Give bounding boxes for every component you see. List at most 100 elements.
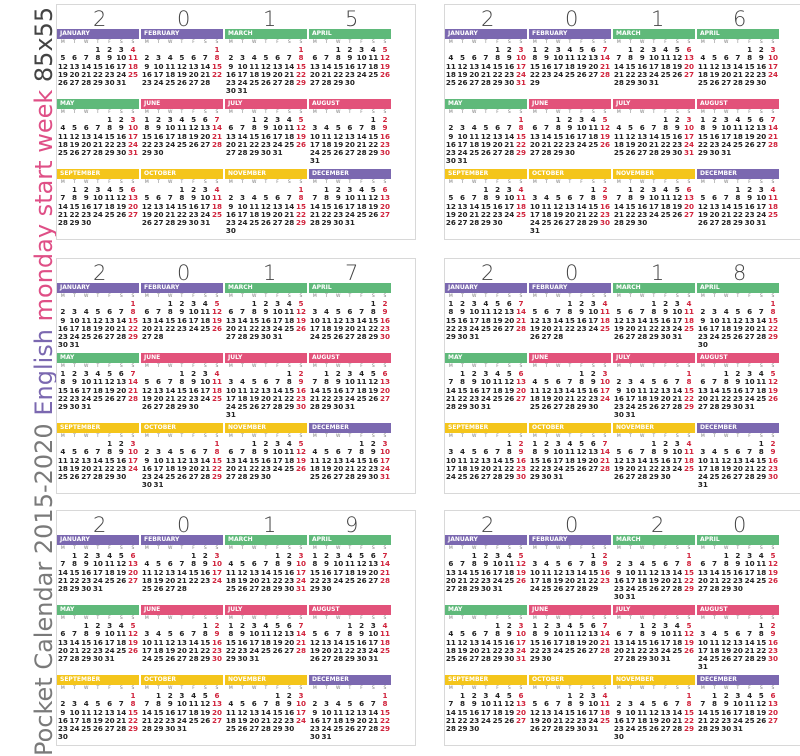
day-cell: 8	[298, 193, 304, 203]
day-cell: 3	[202, 185, 208, 194]
day-cell: 9	[370, 447, 376, 457]
day-cell: 5	[95, 699, 101, 709]
day-cell: 26	[553, 584, 564, 594]
day-cell: 21	[672, 715, 683, 725]
weekday-label: W	[167, 364, 173, 369]
weekday-label: T	[629, 546, 632, 551]
day-cell: 15	[504, 455, 515, 465]
day-cell: 16	[188, 385, 199, 395]
weekday-label: S	[675, 294, 679, 299]
day-cell: 4	[712, 629, 718, 639]
day-cell: 24	[683, 139, 694, 149]
day-cell: 11	[709, 455, 720, 465]
day-cell: 29	[127, 724, 138, 734]
weekday-label: S	[759, 434, 763, 439]
day-cell: 18	[637, 715, 648, 725]
day-cell: 15	[683, 385, 694, 395]
day-cell: 25	[165, 78, 176, 88]
day-cell: 16	[284, 567, 295, 577]
day-cell: 18	[732, 131, 743, 141]
day-cell: 6	[628, 447, 634, 457]
month-header: JUNE	[529, 99, 611, 109]
day-cell: 24	[767, 69, 778, 79]
day-cell: 26	[683, 645, 694, 655]
day-cell: 19	[529, 323, 540, 333]
day-cell: 19	[368, 201, 379, 211]
day-cell: 13	[284, 629, 295, 639]
day-cell: 3	[347, 185, 353, 194]
day-cell: 29	[683, 724, 694, 734]
day-cell: 1	[95, 45, 101, 54]
day-cell: 13	[721, 61, 732, 71]
day-cell: 9	[674, 123, 680, 133]
weekday-label: T	[568, 434, 572, 439]
day-cell: 14	[613, 201, 624, 211]
day-cell: 11	[321, 131, 332, 141]
day-cell: 25	[541, 218, 552, 228]
day-cell: 29	[683, 584, 694, 594]
day-cell: 4	[747, 691, 753, 700]
weekday-label: T	[96, 434, 100, 439]
day-cell: 2	[663, 439, 669, 448]
day-cell: 4	[214, 185, 220, 194]
day-cell: 19	[237, 715, 248, 725]
day-cell: 17	[553, 455, 564, 465]
weekday-label: F	[360, 294, 363, 299]
day-cell: 5	[167, 629, 173, 639]
month-september: SEPTEMBER M T W T F S S 1 2 3 4 5 6 7 8 9 10 11 12 13 14 15 16 1…	[57, 675, 139, 741]
day-cell: 24	[515, 69, 526, 79]
day-cell: 7	[460, 559, 466, 569]
weekday-label: F	[580, 686, 583, 691]
day-cell: 3	[144, 629, 150, 639]
day-cell: 25	[767, 209, 778, 219]
day-cell: 4	[639, 699, 645, 709]
day-cell: 25	[480, 323, 491, 333]
day-cell: 3	[167, 115, 173, 124]
day-cell: 7	[674, 559, 680, 569]
day-cell: 15	[709, 707, 720, 717]
month-header: NOVEMBER	[613, 169, 695, 179]
weekday-label: S	[299, 364, 303, 369]
day-cell: 29	[200, 654, 211, 664]
days-grid: 1 2 3 4 5 6 7 8 9 10 11 12 13 14 15 16 17 18 19 20 21 22 23 24 2…	[613, 185, 695, 227]
day-cell: 25	[721, 332, 732, 342]
day-cell: 31	[309, 156, 320, 166]
day-cell: 21	[153, 323, 164, 333]
weekday-label: F	[192, 180, 195, 185]
weekday-label: M	[60, 434, 65, 439]
day-cell: 22	[272, 715, 283, 725]
weekday-label: M	[448, 616, 453, 621]
weekday-label: M	[144, 180, 149, 185]
weekday-label: S	[519, 616, 523, 621]
day-cell: 6	[518, 691, 524, 700]
day-cell: 26	[116, 209, 127, 219]
day-cell: 3	[107, 621, 113, 630]
day-cell: 4	[686, 439, 692, 448]
weekday-label: M	[700, 546, 705, 551]
day-cell: 24	[368, 645, 379, 655]
weekday-label: T	[484, 434, 488, 439]
days-grid: 1 2 3 4 5 6 7 8 9 10 11 12 13 14 15 16 17 18 19 20 21 22 23 24 2…	[309, 691, 391, 742]
month-header: FEBRUARY	[141, 29, 223, 39]
month-header: DECEMBER	[697, 169, 779, 179]
day-cell: 22	[153, 715, 164, 725]
day-cell: 11	[104, 193, 115, 203]
day-cell: 10	[92, 559, 103, 569]
day-cell: 20	[225, 139, 236, 149]
day-cell: 14	[553, 707, 564, 717]
day-cell: 12	[492, 307, 503, 317]
weekday-label: W	[83, 40, 89, 45]
day-cell: 17	[445, 463, 456, 473]
day-cell: 29	[480, 218, 491, 228]
day-cell: 25	[211, 393, 222, 403]
day-cell: 9	[723, 699, 729, 709]
weekday-label: S	[675, 616, 679, 621]
day-cell: 22	[200, 645, 211, 655]
weekday-label: F	[108, 616, 111, 621]
day-cell: 30	[57, 340, 68, 350]
month-september: SEPTEMBER M T W T F S S 1 2 3 4 5 6 7 8 9 10 11 12 13 14 15 16 1…	[57, 169, 139, 235]
day-cell: 18	[672, 637, 683, 647]
day-cell: 23	[709, 139, 720, 149]
day-cell: 16	[165, 707, 176, 717]
day-cell: 14	[127, 377, 138, 387]
